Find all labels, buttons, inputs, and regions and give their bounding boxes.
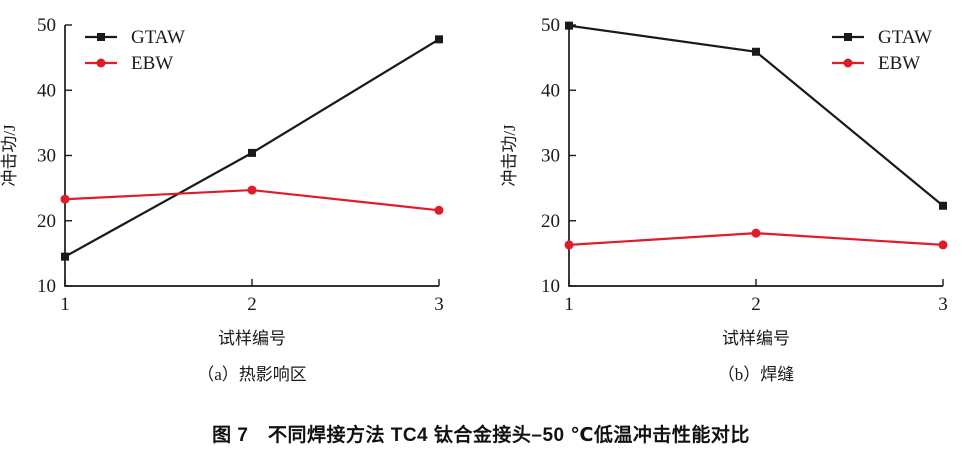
y-tick-label: 50 <box>37 15 56 36</box>
data-point-ebw <box>564 240 574 250</box>
x-tick-label: 2 <box>751 294 761 315</box>
data-point-gtaw <box>248 148 256 157</box>
y-tick-label: 20 <box>37 211 56 232</box>
data-point-ebw <box>434 205 444 215</box>
data-point-ebw <box>247 185 257 195</box>
y-tick-label: 50 <box>541 15 560 36</box>
y-tick-label: 30 <box>541 146 560 167</box>
legend-marker-circle <box>843 58 853 68</box>
panel-b-weld-seam: 10 20 30 40 50 1 2 3 冲击功/J 试样编号 （b）焊缝 GTAW EBW <box>481 0 962 400</box>
panel-caption: （b）焊缝 <box>718 365 795 384</box>
x-tick-label: 1 <box>60 294 70 315</box>
legend-label: EBW <box>878 53 920 74</box>
data-point-ebw <box>751 228 761 238</box>
x-tick-label: 1 <box>564 294 574 315</box>
line-chart-b: 10 20 30 40 50 1 2 3 冲击功/J 试样编号 （b）焊缝 GTAW EBW <box>500 15 948 384</box>
legend-marker-square <box>97 33 105 41</box>
legend-marker-square <box>844 33 852 41</box>
x-axis-label: 试样编号 <box>722 329 790 348</box>
data-point-gtaw <box>752 47 760 56</box>
x-tick-label: 2 <box>247 294 257 315</box>
panel-caption: （a）热影响区 <box>197 365 307 384</box>
x-axis-label: 试样编号 <box>218 329 286 348</box>
data-point-ebw <box>60 194 70 204</box>
legend-label: GTAW <box>878 27 932 48</box>
series-line-gtaw <box>64 38 440 258</box>
legend-marker-circle <box>96 58 106 68</box>
data-point-ebw <box>938 240 948 250</box>
chart-panels: 10 20 30 40 50 1 2 3 冲击功/J 试样编号 （a）热影响区 GTAW EBW 10 2… <box>0 0 962 400</box>
data-point-gtaw <box>565 21 573 30</box>
y-tick-label: 30 <box>37 146 56 167</box>
legend-label: GTAW <box>131 27 185 48</box>
line-chart-a: 10 20 30 40 50 1 2 3 冲击功/J 试样编号 （a）热影响区 GTAW EBW <box>0 15 444 384</box>
y-tick-label: 20 <box>541 211 560 232</box>
x-tick-label: 3 <box>938 294 948 315</box>
y-axis-label: 冲击功/J <box>0 124 19 187</box>
data-point-gtaw <box>435 35 443 44</box>
figure-caption: 图 7 不同焊接方法 TC4 钛合金接头–50 ℃低温冲击性能对比 <box>212 425 750 446</box>
y-tick-label: 40 <box>541 80 560 101</box>
y-tick-label: 40 <box>37 80 56 101</box>
panel-a-heat-affected-zone: 10 20 30 40 50 1 2 3 冲击功/J 试样编号 （a）热影响区 GTAW EBW <box>0 0 481 400</box>
legend-label: EBW <box>131 53 173 74</box>
data-point-gtaw <box>61 252 69 261</box>
y-axis-label: 冲击功/J <box>500 124 519 187</box>
data-point-gtaw <box>939 201 947 210</box>
x-tick-label: 3 <box>434 294 444 315</box>
y-tick-label: 10 <box>37 276 56 297</box>
y-tick-label: 10 <box>541 276 560 297</box>
